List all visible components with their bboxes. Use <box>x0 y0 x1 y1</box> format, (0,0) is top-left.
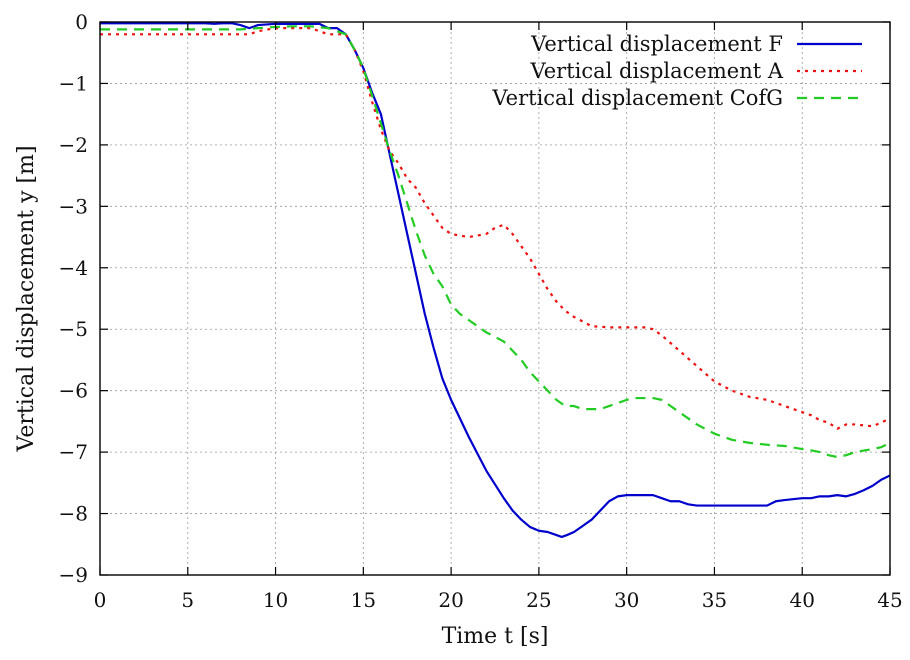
x-tick-label: 15 <box>351 588 376 612</box>
y-axis-label: Vertical displacement y [m] <box>14 145 39 452</box>
x-tick-label: 20 <box>438 588 463 612</box>
legend-entry-label: Vertical displacement F <box>530 32 783 56</box>
x-tick-label: 5 <box>181 588 194 612</box>
y-tick-label: −8 <box>59 502 88 526</box>
y-tick-label: −6 <box>59 379 88 403</box>
x-tick-label: 30 <box>614 588 639 612</box>
y-tick-label: −3 <box>59 194 88 218</box>
y-tick-label: −1 <box>59 71 88 95</box>
y-tick-label: 0 <box>75 10 88 34</box>
legend-entry-label: Vertical displacement A <box>530 59 784 83</box>
y-tick-label: −7 <box>59 440 88 464</box>
x-tick-label: 45 <box>877 588 902 612</box>
y-tick-label: −4 <box>59 256 88 280</box>
x-axis-label: Time t [s] <box>442 624 549 649</box>
x-tick-label: 35 <box>702 588 727 612</box>
x-tick-label: 0 <box>94 588 107 612</box>
x-tick-label: 10 <box>263 588 288 612</box>
legend: Vertical displacement F Vertical displace… <box>491 32 862 110</box>
x-tick-label: 40 <box>789 588 814 612</box>
legend-entry-label: Vertical displacement CofG <box>491 86 783 110</box>
x-tick-label: 25 <box>526 588 551 612</box>
y-tick-label: −5 <box>59 317 88 341</box>
y-tick-label: −9 <box>59 563 88 587</box>
y-tick-label: −2 <box>59 133 88 157</box>
